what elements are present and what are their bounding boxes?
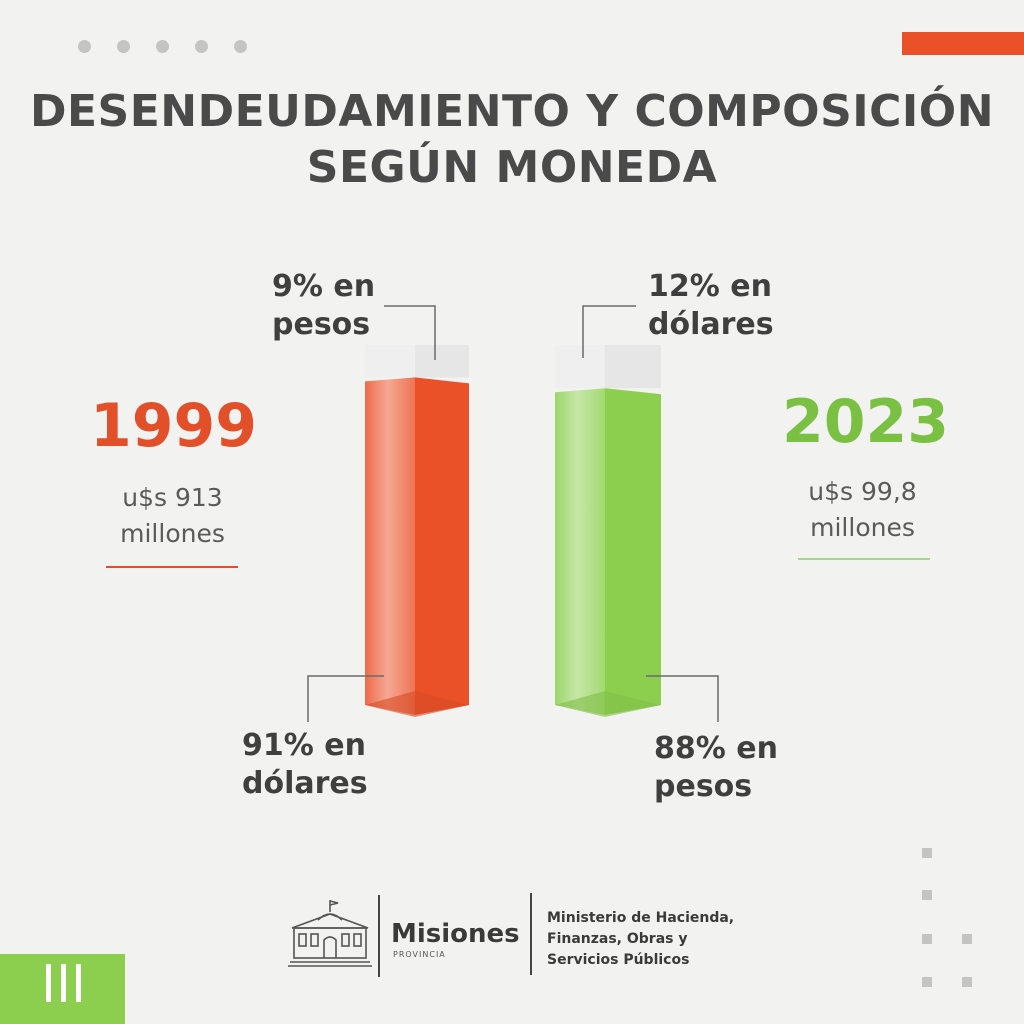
bar-1999-side [415, 377, 469, 715]
ministry-name: Ministerio de Hacienda, Finanzas, Obras … [547, 908, 734, 971]
bar-1999-bevel [365, 691, 469, 717]
amount-2023: u$s 99,8 millones [770, 474, 955, 546]
amount-1999-value: u$s 913 [122, 483, 223, 512]
decorative-square [922, 977, 932, 987]
bar-2023-front [555, 388, 605, 715]
accent-bar [902, 32, 1024, 55]
label-line: 88% en [654, 731, 778, 766]
decorative-square [922, 890, 932, 900]
underline-2023 [798, 558, 930, 560]
amount-2023-value: u$s 99,8 [808, 477, 917, 506]
year-2023: 2023 [782, 387, 949, 457]
ministry-line: Finanzas, Obras y [547, 931, 688, 947]
leader-2023-pesos [646, 675, 719, 722]
label-line: 9% en [272, 269, 376, 304]
leader-1999-dolares [307, 675, 384, 722]
dot [117, 40, 130, 53]
bar-2023-cap-side [605, 345, 661, 389]
ministry-line: Ministerio de Hacienda, [547, 910, 735, 926]
accent-stripe [46, 964, 51, 1002]
amount-2023-unit: millones [810, 513, 915, 542]
brand-name: Misiones [391, 919, 520, 949]
decorative-square [922, 848, 932, 858]
label-1999-pesos: 9% en pesos [272, 268, 375, 344]
bar-1999-cap-side [415, 345, 469, 378]
label-line: 91% en [242, 728, 366, 763]
label-2023-pesos: 88% en pesos [654, 730, 778, 806]
ministry-line: Servicios Públicos [547, 952, 690, 968]
label-line: 12% en [648, 269, 772, 304]
dot [234, 40, 247, 53]
bar-2023-cap-front [555, 345, 605, 389]
label-line: dólares [242, 766, 368, 801]
brand-subtitle: PROVINCIA [393, 950, 446, 959]
year-1999: 1999 [90, 391, 257, 461]
dot [156, 40, 169, 53]
leader-1999-pesos [384, 305, 436, 360]
title-line-1: DESENDEUDAMIENTO Y COMPOSICIÓN [29, 86, 995, 137]
footer-divider [378, 895, 380, 977]
decorative-dots [78, 40, 247, 53]
label-1999-dolares: 91% en dólares [242, 727, 368, 803]
accent-stripe [76, 964, 81, 1002]
dot [78, 40, 91, 53]
decorative-square [962, 934, 972, 944]
label-line: pesos [654, 769, 753, 804]
underline-1999 [106, 566, 238, 568]
dot [195, 40, 208, 53]
amount-1999: u$s 913 millones [80, 480, 265, 552]
bar-1999-cap-front [365, 345, 415, 378]
decorative-square [962, 977, 972, 987]
amount-1999-unit: millones [120, 519, 225, 548]
bar-1999-front [365, 377, 415, 715]
accent-stripe [61, 964, 66, 1002]
decorative-square [922, 934, 932, 944]
footer-divider [530, 893, 532, 975]
label-2023-dolares: 12% en dólares [648, 268, 774, 344]
title-line-2: SEGÚN MONEDA [306, 142, 718, 193]
bar-2023-bevel [555, 691, 661, 717]
leader-2023-dolares [582, 305, 636, 358]
page-title: DESENDEUDAMIENTO Y COMPOSICIÓN SEGÚN MON… [0, 84, 1024, 196]
bar-2023-side [605, 388, 661, 715]
government-building-icon [288, 900, 372, 967]
label-line: pesos [272, 307, 371, 342]
label-line: dólares [648, 307, 774, 342]
